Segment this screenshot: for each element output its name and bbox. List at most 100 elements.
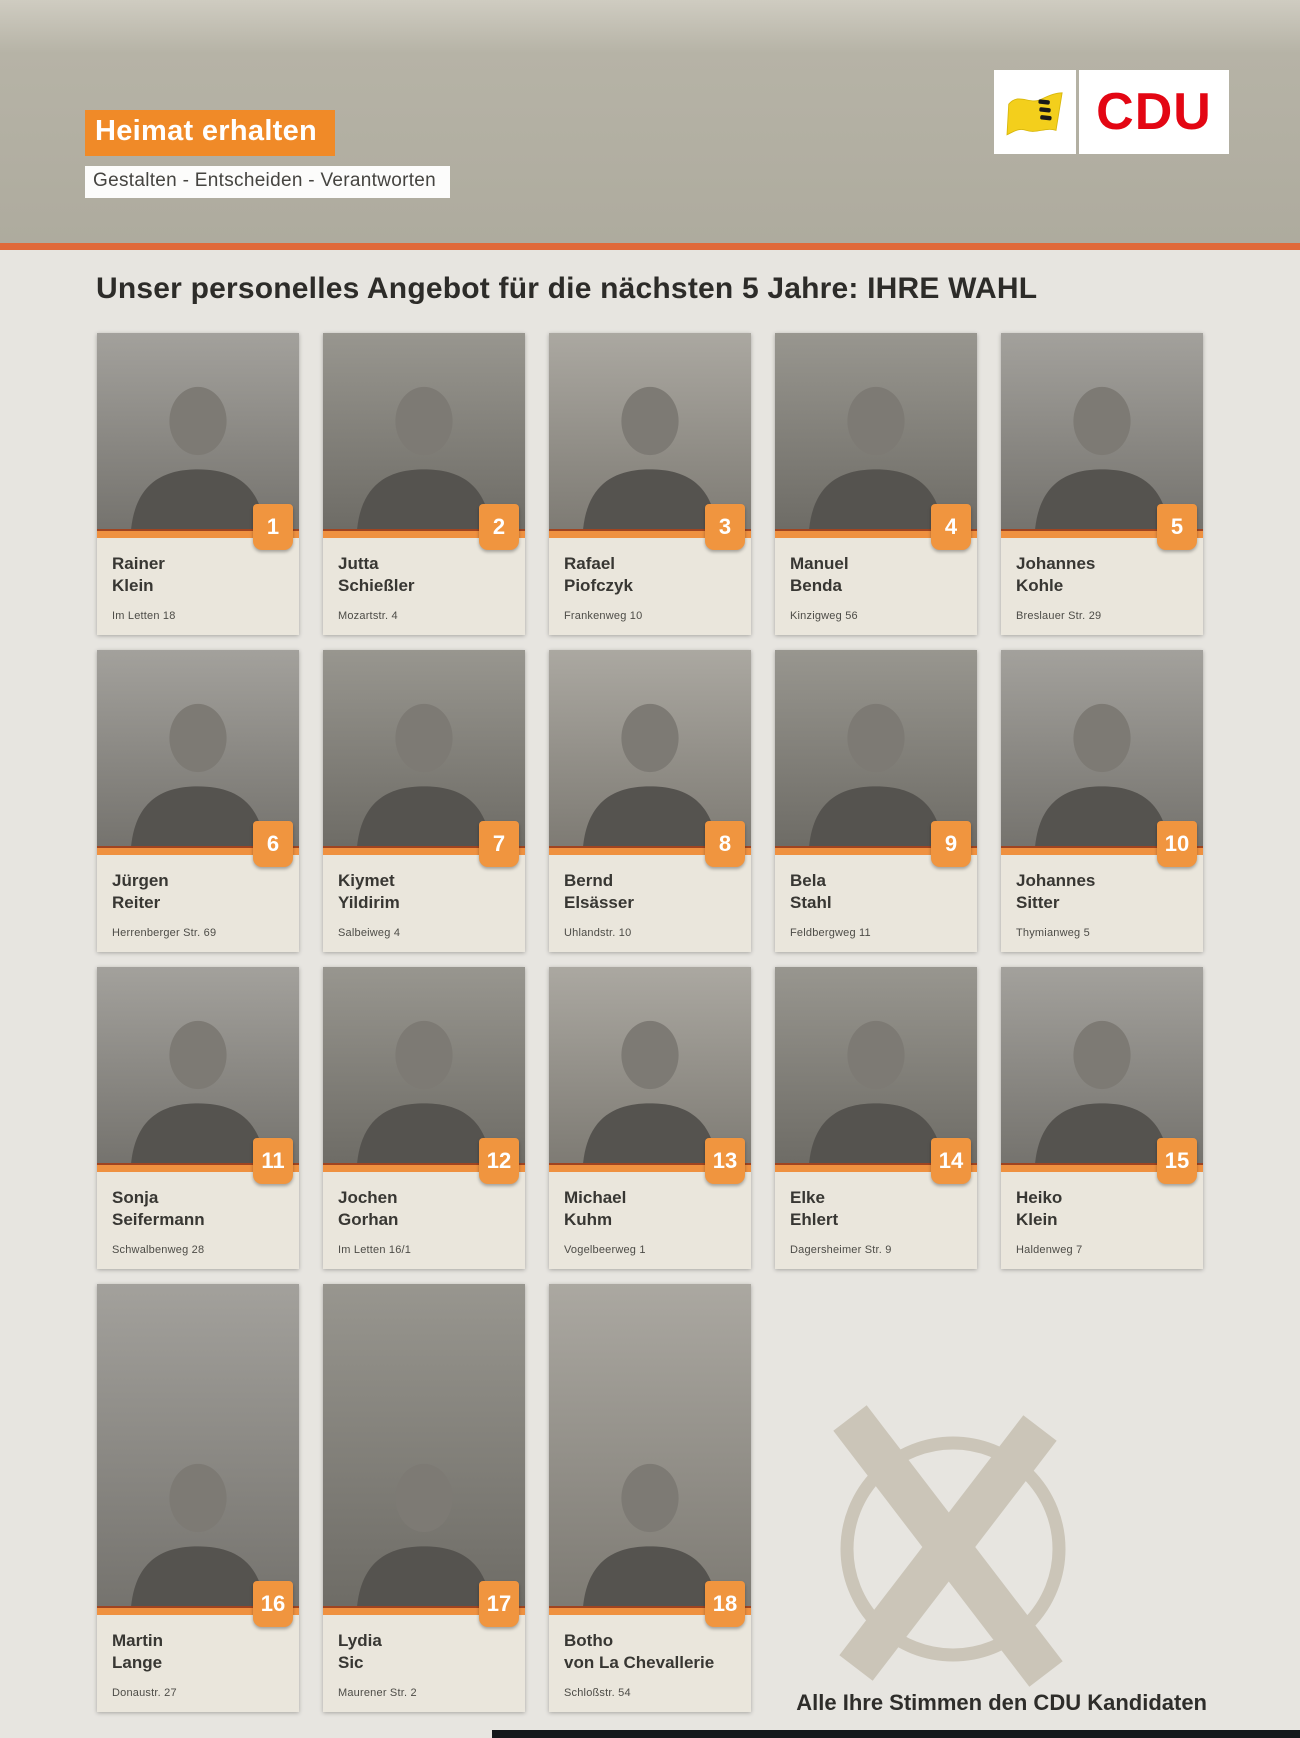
candidate-address: Haldenweg 7	[1016, 1244, 1083, 1257]
card-accent-strip	[323, 1163, 525, 1172]
candidate-card: 8 Bernd Elsässer Uhlandstr. 10	[549, 650, 751, 952]
person-silhouette-icon	[809, 703, 943, 846]
candidate-last-name: Gorhan	[338, 1210, 399, 1230]
person-silhouette-icon	[131, 386, 265, 529]
page-title: Unser personelles Angebot für die nächst…	[96, 272, 1038, 305]
candidate-info: 9 Bela Stahl Feldbergweg 11	[775, 821, 977, 940]
candidate-photo	[97, 1284, 299, 1606]
ballot-x-icon	[833, 1405, 1066, 1687]
candidate-card: 17 Lydia Sic Maurener Str. 2	[323, 1284, 525, 1712]
candidate-address: Feldbergweg 11	[790, 927, 871, 940]
candidate-info: 18 Botho von La Chevallerie Schloßstr. 5…	[549, 1581, 751, 1699]
card-accent-strip	[323, 529, 525, 538]
candidate-last-name: Sic	[338, 1653, 364, 1673]
candidate-info: 8 Bernd Elsässer Uhlandstr. 10	[549, 821, 751, 940]
card-accent-strip	[775, 1163, 977, 1172]
person-silhouette-icon	[583, 703, 717, 846]
candidate-first-name: Rafael	[564, 554, 616, 573]
card-accent-strip	[549, 1163, 751, 1172]
candidate-number-badge: 14	[931, 1138, 971, 1184]
candidate-photo	[323, 650, 525, 846]
candidate-number-badge: 13	[705, 1138, 745, 1184]
candidate-last-name: Stahl	[790, 893, 832, 913]
candidate-last-name: Elsässer	[564, 893, 634, 913]
candidate-photo	[775, 967, 977, 1163]
candidate-photo	[97, 650, 299, 846]
candidate-address: Im Letten 16/1	[338, 1244, 412, 1257]
candidate-last-name: Kohle	[1016, 576, 1064, 596]
candidate-info: 1 Rainer Klein Im Letten 18	[97, 504, 299, 622]
candidate-last-name: Sitter	[1016, 893, 1060, 913]
candidate-card: 7 Kiymet Yildirim Salbeiweg 4	[323, 650, 525, 952]
person-silhouette-icon	[583, 386, 717, 529]
candidate-last-name: Yildirim	[338, 893, 400, 913]
candidate-number-badge: 12	[479, 1138, 519, 1184]
candidate-number-badge: 11	[253, 1138, 293, 1184]
candidate-info: 16 Martin Lange Donaustr. 27	[97, 1581, 299, 1699]
candidate-number-badge: 18	[705, 1581, 745, 1627]
candidate-last-name: Piofczyk	[564, 576, 633, 596]
candidate-card: 14 Elke Ehlert Dagersheimer Str. 9	[775, 967, 977, 1269]
candidate-card: 4 Manuel Benda Kinzigweg 56	[775, 333, 977, 635]
candidate-info: 14 Elke Ehlert Dagersheimer Str. 9	[775, 1138, 977, 1256]
candidate-card: 15 Heiko Klein Haldenweg 7	[1001, 967, 1203, 1269]
candidate-first-name: Heiko	[1016, 1188, 1063, 1207]
candidate-card: 11 Sonja Seifermann Schwalbenweg 28	[97, 967, 299, 1269]
candidate-photo	[1001, 333, 1203, 529]
candidate-first-name: Botho	[564, 1631, 614, 1650]
candidate-number-badge: 7	[479, 821, 519, 867]
card-accent-strip	[549, 846, 751, 855]
cdu-logo: CDU	[994, 70, 1229, 154]
person-silhouette-icon	[131, 1463, 265, 1606]
candidate-row: 1 Rainer Klein Im Letten 18 2 Jutta Schi…	[97, 333, 1203, 635]
candidate-number-badge: 17	[479, 1581, 519, 1627]
candidate-info: 2 Jutta Schießler Mozartstr. 4	[323, 504, 525, 622]
candidate-first-name: Lydia	[338, 1631, 382, 1650]
candidate-info: 6 Jürgen Reiter Herrenberger Str. 69	[97, 821, 299, 939]
candidate-photo	[1001, 967, 1203, 1163]
card-accent-strip	[549, 1606, 751, 1615]
candidate-address: Maurener Str. 2	[338, 1687, 417, 1700]
candidate-info: 5 Johannes Kohle Breslauer Str. 29	[1001, 504, 1203, 622]
person-silhouette-icon	[809, 1020, 943, 1163]
person-silhouette-icon	[131, 703, 265, 846]
candidate-card: 18 Botho von La Chevallerie Schloßstr. 5…	[549, 1284, 751, 1712]
candidate-last-name: Lange	[112, 1653, 163, 1673]
candidate-photo	[775, 333, 977, 529]
candidate-card: 10 Johannes Sitter Thymianweg 5	[1001, 650, 1203, 952]
candidate-address: Frankenweg 10	[564, 610, 643, 623]
candidate-card: 5 Johannes Kohle Breslauer Str. 29	[1001, 333, 1203, 635]
person-silhouette-icon	[357, 1020, 491, 1163]
candidate-number-badge: 15	[1157, 1138, 1197, 1184]
candidate-last-name: Klein	[1016, 1210, 1058, 1230]
candidate-address: Uhlandstr. 10	[564, 927, 632, 940]
candidate-photo	[1001, 650, 1203, 846]
bw-flag-icon	[994, 70, 1076, 154]
candidate-last-name: Kuhm	[564, 1210, 613, 1230]
bottom-bar	[492, 1730, 1300, 1738]
candidate-number-badge: 10	[1157, 821, 1197, 867]
card-accent-strip	[323, 1606, 525, 1615]
person-silhouette-icon	[1035, 1020, 1169, 1163]
card-accent-strip	[775, 846, 977, 855]
person-silhouette-icon	[131, 1020, 265, 1163]
candidate-number-badge: 2	[479, 504, 519, 550]
card-accent-strip	[1001, 1163, 1203, 1172]
card-accent-strip	[549, 529, 751, 538]
person-silhouette-icon	[357, 1463, 491, 1606]
slogan-banner: Heimat erhalten	[85, 110, 336, 156]
candidate-first-name: Johannes	[1016, 871, 1096, 890]
candidate-info: 10 Johannes Sitter Thymianweg 5	[1001, 821, 1203, 940]
candidate-info: 4 Manuel Benda Kinzigweg 56	[775, 504, 977, 622]
candidate-info: 15 Heiko Klein Haldenweg 7	[1001, 1138, 1203, 1257]
candidate-card: 9 Bela Stahl Feldbergweg 11	[775, 650, 977, 952]
candidate-first-name: Jochen	[338, 1188, 398, 1207]
candidate-last-name: Ehlert	[790, 1210, 839, 1230]
candidate-card: 2 Jutta Schießler Mozartstr. 4	[323, 333, 525, 635]
card-accent-strip	[323, 846, 525, 855]
candidate-first-name: Bernd	[564, 871, 614, 890]
candidate-last-name: Schießler	[338, 576, 415, 596]
candidate-last-name: Reiter	[112, 893, 161, 913]
candidate-address: Thymianweg 5	[1016, 927, 1090, 940]
